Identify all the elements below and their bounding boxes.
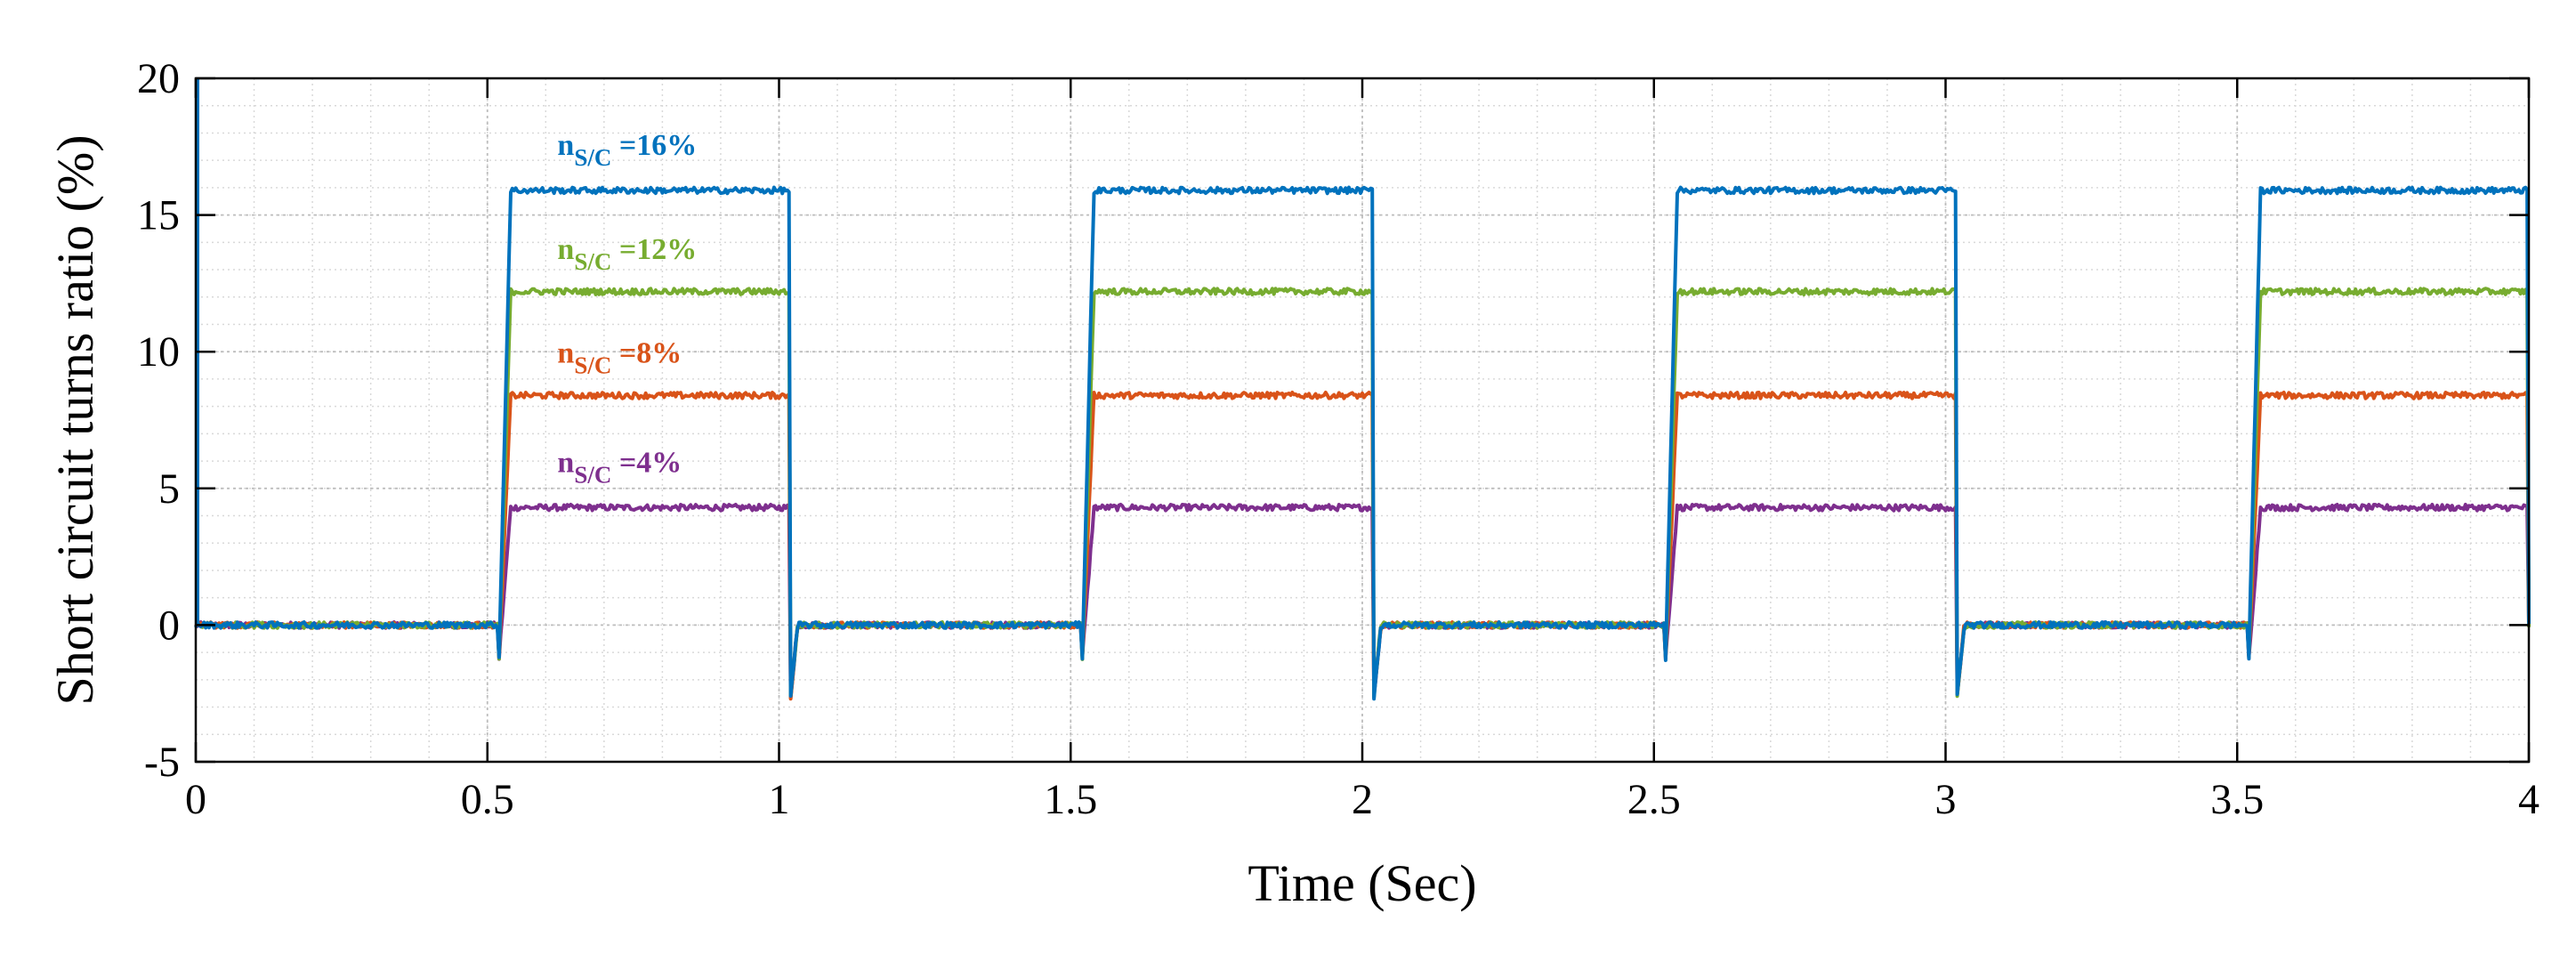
- y-tick-label: 20: [137, 55, 180, 102]
- series-annotation: nS/C =8%: [557, 336, 682, 378]
- x-tick-label: 4: [2518, 776, 2540, 823]
- x-tick-label: 3.5: [2210, 776, 2264, 823]
- series-annotation: nS/C =16%: [557, 129, 697, 171]
- x-tick-label: 0: [185, 776, 206, 823]
- y-tick-label: -5: [144, 739, 180, 786]
- tick-marks: [194, 77, 2531, 764]
- x-axis-label: Time (Sec): [1248, 854, 1476, 912]
- x-tick-label: 1.5: [1044, 776, 1097, 823]
- y-tick-label: 15: [137, 192, 180, 239]
- y-tick-labels: -5 0 5 10 15 20: [137, 55, 180, 786]
- x-tick-label: 0.5: [461, 776, 514, 823]
- x-tick-label: 2: [1352, 776, 1373, 823]
- x-tick-labels: 0 0.5 1 1.5 2 2.5 3 3.5 4: [185, 776, 2540, 823]
- series-annotations: nS/C =16% nS/C =12% nS/C =8% nS/C =4%: [557, 129, 697, 488]
- minor-grid: [195, 77, 2530, 763]
- series-annotation: nS/C =4%: [557, 446, 682, 488]
- series-annotation: nS/C =12%: [557, 233, 697, 275]
- series-layer: [194, 78, 2531, 701]
- x-tick-label: 2.5: [1627, 776, 1681, 823]
- y-axis-label: Short circuit turns ratio (%): [46, 134, 104, 705]
- x-tick-label: 1: [769, 776, 790, 823]
- y-tick-label: 0: [158, 602, 180, 649]
- y-tick-label: 5: [158, 465, 180, 513]
- series-line: [194, 185, 2531, 701]
- y-tick-label: 10: [137, 328, 180, 376]
- x-tick-label: 3: [1935, 776, 1957, 823]
